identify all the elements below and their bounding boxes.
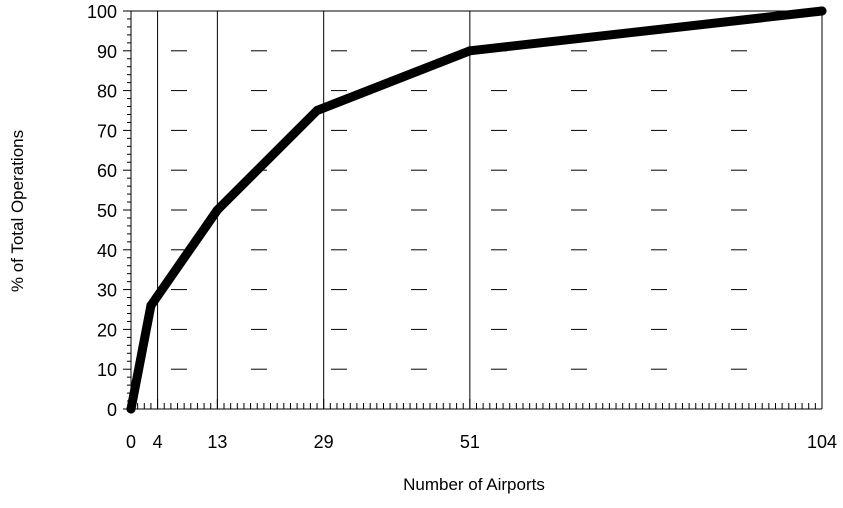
y-tick-label-100: 100	[87, 2, 117, 22]
y-axis-title: % of Total Operations	[8, 130, 27, 292]
series-layer	[126, 6, 827, 414]
y-tick-label-60: 60	[97, 161, 117, 181]
y-tick-label-50: 50	[97, 201, 117, 221]
y-tick-label-0: 0	[107, 400, 117, 420]
x-tick-label-51: 51	[460, 432, 480, 452]
series-point-0	[126, 404, 136, 414]
series-line	[126, 6, 827, 414]
series-point-4	[465, 46, 475, 56]
series-point-3	[312, 106, 322, 115]
x-tick-label-4: 4	[153, 432, 163, 452]
grid-layer	[171, 50, 747, 370]
y-tick-label-20: 20	[97, 320, 117, 340]
y-tick-label-30: 30	[97, 281, 117, 301]
y-tick-label-90: 90	[97, 42, 117, 62]
series-point-1	[146, 301, 156, 311]
reference-lines-layer	[157, 11, 471, 409]
y-tick-label-70: 70	[97, 121, 117, 141]
y-tick-label-80: 80	[97, 82, 117, 102]
axes-layer	[123, 10, 823, 410]
x-tick-label-29: 29	[314, 432, 334, 452]
y-tick-label-10: 10	[97, 360, 117, 380]
x-tick-label-0: 0	[126, 432, 136, 452]
series-point-2	[212, 205, 222, 215]
y-tick-label-40: 40	[97, 241, 117, 261]
x-tick-label-13: 13	[207, 432, 227, 452]
x-tick-label-104: 104	[807, 432, 837, 452]
x-axis-title: Number of Airports	[403, 475, 545, 494]
series-point-5	[817, 6, 827, 16]
